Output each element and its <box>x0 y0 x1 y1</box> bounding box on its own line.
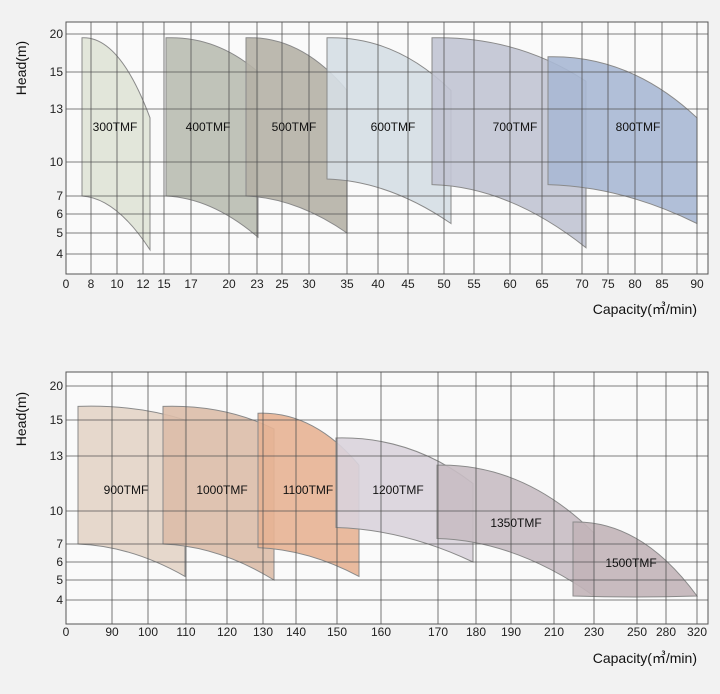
x-tick-label: 75 <box>601 277 615 291</box>
zone-label: 1100TMF <box>283 483 333 497</box>
x-tick-label: 170 <box>428 625 448 639</box>
zone-label: 1000TMF <box>196 483 247 497</box>
y-tick-label: 15 <box>50 413 64 427</box>
x-tick-label: 100 <box>138 625 158 639</box>
x-tick-label: 120 <box>217 625 237 639</box>
y-tick-label: 4 <box>56 593 63 607</box>
x-tick-label: 50 <box>437 277 451 291</box>
x-tick-label: 0 <box>63 277 70 291</box>
x-tick-label: 0 <box>63 625 70 639</box>
x-tick-label: 12 <box>136 277 150 291</box>
zone-400TMF <box>165 37 259 239</box>
y-tick-label: 10 <box>50 504 64 518</box>
x-tick-label: 55 <box>467 277 481 291</box>
x-tick-label: 280 <box>656 625 676 639</box>
zone-300TMF <box>81 37 151 252</box>
x-tick-label: 17 <box>184 277 198 291</box>
chart-panel-top: Head(m) Capacity(㎥/min) 0 8 10 12 15 17 20 23 25… <box>13 21 709 317</box>
y-tick-label: 15 <box>50 65 64 79</box>
y-tick-label: 6 <box>56 555 63 569</box>
y-tick-label: 4 <box>56 247 63 261</box>
x-tick-label: 90 <box>105 625 119 639</box>
y-tick-label: 7 <box>56 537 63 551</box>
zone-label: 400TMF <box>186 120 231 134</box>
zone-900TMF <box>77 405 186 578</box>
x-axis-label: Capacity(㎥/min) <box>593 650 697 666</box>
x-tick-label: 250 <box>627 625 647 639</box>
zone-label: 300TMF <box>93 120 138 134</box>
x-tick-label: 180 <box>466 625 486 639</box>
x-tick-label: 65 <box>535 277 549 291</box>
x-tick-label: 15 <box>157 277 171 291</box>
x-tick-label: 30 <box>302 277 316 291</box>
x-tick-label: 160 <box>371 625 391 639</box>
x-tick-label: 85 <box>655 277 669 291</box>
x-tick-label: 45 <box>401 277 415 291</box>
x-tick-label: 25 <box>275 277 289 291</box>
zone-label: 700TMF <box>493 120 538 134</box>
y-axis-label: Head(m) <box>13 41 29 95</box>
y-tick-label: 5 <box>56 573 63 587</box>
x-tick-label: 230 <box>584 625 604 639</box>
zone-label: 900TMF <box>104 483 149 497</box>
y-tick-label: 20 <box>50 27 64 41</box>
x-tick-label: 8 <box>88 277 95 291</box>
x-axis-label: Capacity(㎥/min) <box>593 301 697 317</box>
y-axis-label: Head(m) <box>13 392 29 446</box>
y-tick-label: 7 <box>56 189 63 203</box>
x-tick-label: 10 <box>110 277 124 291</box>
x-tick-label: 35 <box>340 277 354 291</box>
x-tick-label: 190 <box>501 625 521 639</box>
zone-600TMF <box>326 37 452 225</box>
x-tick-label: 150 <box>327 625 347 639</box>
x-tick-label: 130 <box>253 625 273 639</box>
x-tick-label: 40 <box>371 277 385 291</box>
y-tick-label: 5 <box>56 226 63 240</box>
x-tick-label: 23 <box>250 277 264 291</box>
y-tick-label: 13 <box>50 102 64 116</box>
y-tick-label: 10 <box>50 155 64 169</box>
x-tick-label: 110 <box>176 625 195 639</box>
y-tick-label: 20 <box>50 379 64 393</box>
zone-label: 800TMF <box>616 120 661 134</box>
zone-label: 1500TMF <box>605 556 656 570</box>
x-tick-label: 320 <box>687 625 707 639</box>
y-tick-label: 13 <box>50 449 64 463</box>
y-tick-label: 6 <box>56 207 63 221</box>
zone-label: 500TMF <box>272 120 317 134</box>
zone-label: 1200TMF <box>372 483 423 497</box>
x-tick-label: 70 <box>575 277 589 291</box>
x-tick-label: 80 <box>628 277 642 291</box>
zone-label: 1350TMF <box>490 516 541 530</box>
zone-label: 600TMF <box>371 120 416 134</box>
chart-panel-bottom: Head(m) Capacity(㎥/min) 0 90 100 110 120 130 1… <box>13 371 709 666</box>
x-tick-label: 90 <box>690 277 704 291</box>
x-tick-label: 210 <box>544 625 564 639</box>
x-tick-label: 60 <box>503 277 517 291</box>
x-tick-label: 140 <box>286 625 306 639</box>
x-tick-label: 20 <box>222 277 236 291</box>
